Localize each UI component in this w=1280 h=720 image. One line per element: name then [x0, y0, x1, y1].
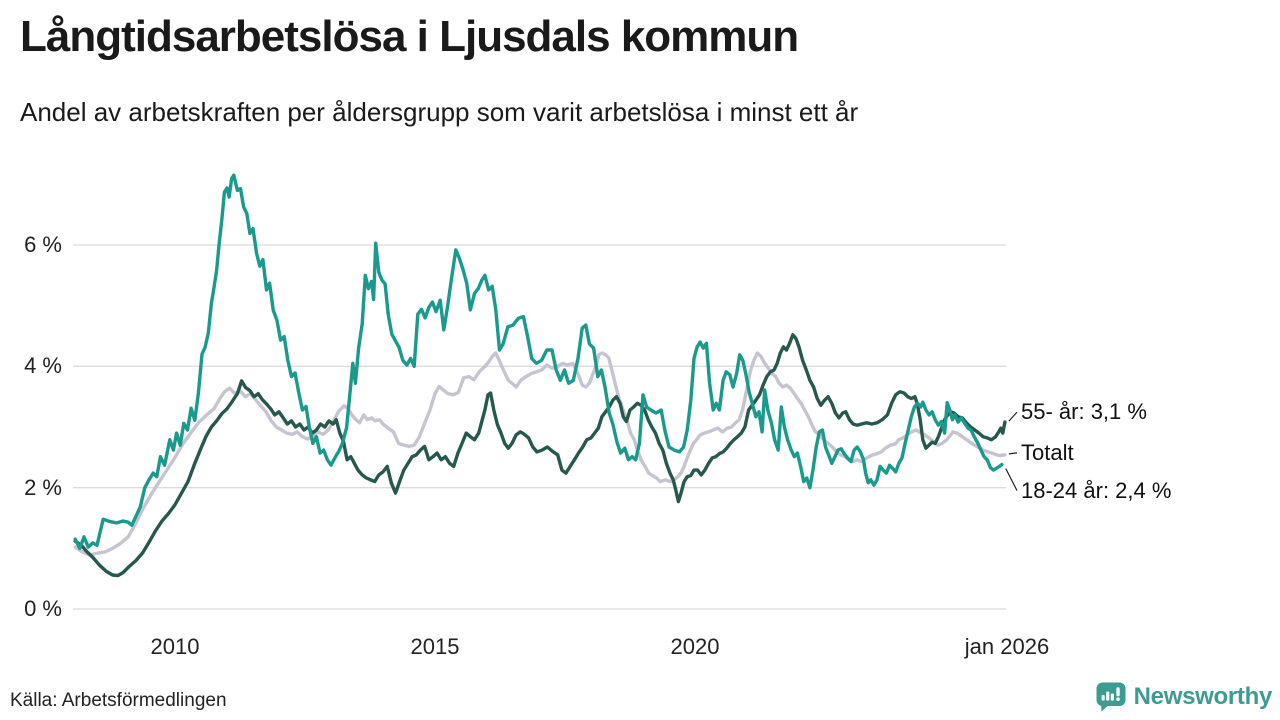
- x-tick-2015: 2015: [410, 634, 460, 659]
- x-tick-2020: 2020: [670, 634, 720, 659]
- end-label-18-24-r: 18-24 år: 2,4 %: [1021, 477, 1172, 503]
- source-note: Källa: Arbetsförmedlingen: [10, 690, 227, 711]
- brand-name: Newsworthy: [1133, 683, 1273, 710]
- y-tick-0: 0 %: [24, 596, 62, 621]
- series-line-18-24-r: [73, 173, 1004, 550]
- series-line-totalt: [73, 351, 1007, 557]
- series-line-55-r: [73, 333, 1007, 578]
- x-tick-2010: 2010: [150, 634, 200, 659]
- y-tick-2: 2 %: [24, 474, 62, 500]
- end-label-55-r: 55- år: 3,1 %: [1021, 399, 1147, 425]
- y-tick-4: 4 %: [24, 353, 62, 379]
- page-title: Långtidsarbetslösa i Ljusdals kommun: [20, 12, 799, 61]
- annotation-connector-totalt: [1008, 452, 1018, 455]
- newsworthy-icon: [1096, 682, 1126, 712]
- end-label-totalt: Totalt: [1021, 439, 1074, 465]
- x-tick-jan-2026: jan 2026: [964, 634, 1050, 659]
- brand-logo: Newsworthy: [1096, 682, 1272, 712]
- page-subtitle: Andel av arbetskraften per åldersgrupp s…: [20, 97, 859, 127]
- annotation-connector-55-r: [1008, 411, 1018, 422]
- y-tick-6: 6 %: [24, 231, 62, 257]
- annotation-connector-18-24-r: [1005, 468, 1018, 491]
